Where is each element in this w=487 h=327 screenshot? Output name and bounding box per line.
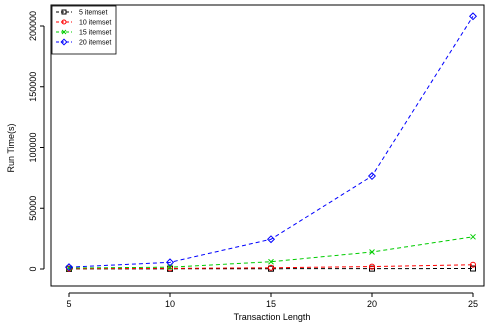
y-tick-label: 50000 — [28, 196, 38, 221]
legend-marker — [61, 9, 67, 15]
data-point — [369, 249, 375, 255]
legend-item: 20 itemset — [56, 38, 111, 47]
legend-label: 20 itemset — [79, 40, 111, 47]
data-point — [369, 263, 375, 270]
series-20-itemset — [64, 12, 478, 272]
series-15-itemset — [66, 233, 476, 271]
y-tick-label: 150000 — [28, 72, 38, 102]
x-tick-label: 5 — [66, 299, 71, 309]
data-point — [470, 265, 476, 272]
plot-frame — [50, 4, 485, 287]
data-point — [367, 172, 377, 181]
legend-marker — [61, 29, 67, 35]
data-point — [167, 264, 173, 271]
x-tick-label: 20 — [367, 299, 377, 309]
data-point — [64, 263, 74, 272]
x-axis-title: Transaction Length — [234, 312, 311, 322]
series-line — [68, 264, 474, 270]
x-tick-label: 25 — [468, 299, 478, 309]
legend-label: 5 itemset — [79, 10, 107, 17]
series-layer — [64, 12, 478, 272]
legend: 5 itemset 10 itemset 15 itemset 20 itemset — [51, 5, 117, 55]
x-tick-label: 15 — [266, 299, 276, 309]
data-point — [165, 258, 175, 267]
data-point — [268, 264, 274, 271]
legend-item: 5 itemset — [56, 9, 107, 17]
legend-marker — [61, 19, 67, 25]
y-tick-label: 200000 — [28, 11, 38, 41]
data-point — [268, 258, 274, 265]
data-point — [470, 233, 476, 240]
y-tick-label: 100000 — [28, 132, 38, 162]
series-line — [68, 16, 474, 268]
y-tick-label: 0 — [28, 266, 38, 271]
x-tick-label: 10 — [165, 299, 175, 309]
y-axis-title: Run Time(s) — [6, 123, 16, 172]
series-line — [68, 236, 474, 269]
legend-marker — [60, 38, 68, 46]
data-point — [66, 265, 72, 271]
legend-item: 10 itemset — [56, 19, 111, 27]
data-point — [468, 12, 478, 21]
legend-item: 15 itemset — [56, 30, 111, 37]
axes: 5 10 15 20 25 0 50000 100000 150000 200000 — [28, 11, 478, 309]
legend-label: 15 itemset — [79, 30, 111, 37]
data-point — [470, 261, 476, 268]
legend-label: 10 itemset — [79, 20, 111, 27]
data-point — [266, 235, 276, 244]
